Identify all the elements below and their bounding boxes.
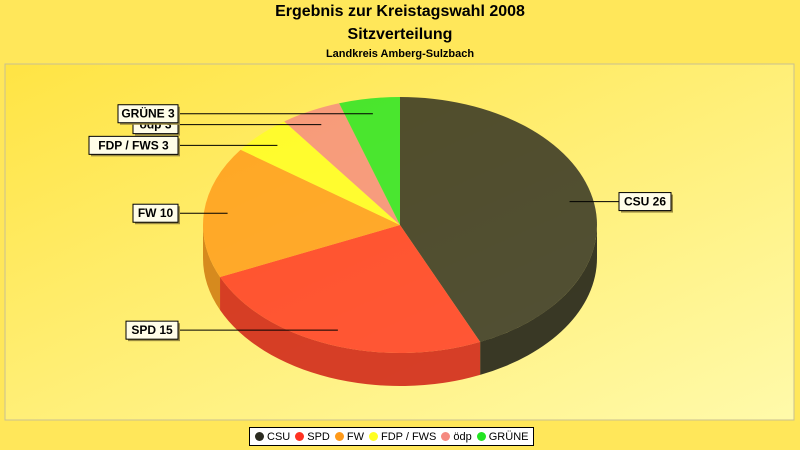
legend-entry-spd: SPD <box>295 431 330 443</box>
legend-label: GRÜNE <box>488 430 529 443</box>
legend-swatch <box>255 432 264 441</box>
pie-side-spd <box>220 277 481 386</box>
legend-entry-fdp-fws: FDP / FWS <box>368 430 437 443</box>
legend-swatch <box>368 432 378 441</box>
legend-entry-fw: FW <box>334 430 364 443</box>
data-label-text: SPD 15 <box>131 323 173 337</box>
data-label-fdp-fws: FDP / FWS 3 <box>88 135 278 157</box>
legend-swatch <box>441 432 451 441</box>
data-label-csu: CSU 26 <box>569 192 673 213</box>
legend-label: CSU <box>267 430 291 443</box>
legend-label: SPD <box>307 430 330 443</box>
legend-label: FW <box>346 430 364 443</box>
legend-swatch <box>295 432 305 441</box>
pie-slice-csu <box>400 97 597 342</box>
legend-entry-grüne: GRÜNE <box>476 430 529 443</box>
legend-entry-ödp: ödp <box>441 430 472 443</box>
pie-side-fw <box>203 225 221 311</box>
chart-subtitle: Sitzverteilung <box>347 26 453 43</box>
data-label-text: FDP / FWS 3 <box>98 138 169 152</box>
chart-legend: CSU SPD FW FDP / FWS ödp GRÜNE <box>249 427 535 446</box>
data-label-spd: SPD 15 <box>125 320 338 342</box>
pie-slice-fdp-fws <box>240 121 400 225</box>
pie-side-csu <box>480 225 597 375</box>
label-box <box>88 135 179 155</box>
label-box <box>618 192 672 212</box>
legend-entry-csu: CSU <box>255 431 290 443</box>
legend-label: FDP / FWS <box>380 430 437 443</box>
chart-caption: Landkreis Amberg-Sulzbach <box>325 48 475 60</box>
data-label-text: FW 10 <box>138 206 174 220</box>
chart-title: Ergebnis zur Kreistagswahl 2008 <box>275 3 525 20</box>
legend-swatch <box>476 432 486 441</box>
legend-label: ödp <box>453 430 472 443</box>
label-box <box>132 203 179 223</box>
pie-slice-ödp <box>284 103 400 225</box>
pie-slice-spd <box>220 225 481 353</box>
data-label-fw: FW 10 <box>132 203 228 225</box>
legend-swatch <box>334 432 344 441</box>
pie-slice-grüne <box>339 97 400 225</box>
label-box <box>125 320 179 340</box>
data-label-grüne: GRÜNE 3 <box>117 104 373 125</box>
data-label-text: CSU 26 <box>624 195 666 209</box>
data-label-text: GRÜNE 3 <box>121 106 175 121</box>
label-box <box>117 104 179 124</box>
pie-slice-fw <box>203 149 400 278</box>
